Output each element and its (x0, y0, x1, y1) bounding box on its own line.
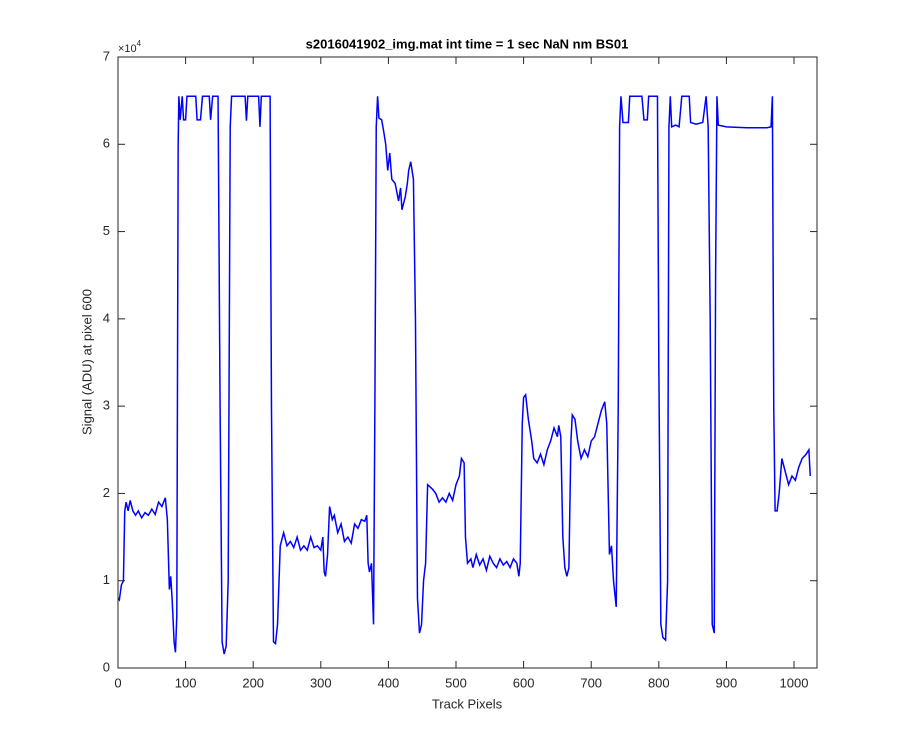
x-tick-label: 500 (445, 675, 467, 690)
x-tick-label: 0 (114, 675, 121, 690)
y-axis-label: Signal (ADU) at pixel 600 (79, 289, 94, 435)
y-tick-label: 1 (103, 572, 110, 587)
x-tick-label: 100 (175, 675, 197, 690)
x-tick-label: 300 (310, 675, 332, 690)
y-multiplier-exponent: 4 (137, 39, 142, 48)
x-tick-label: 700 (580, 675, 602, 690)
x-tick-label: 400 (378, 675, 400, 690)
y-tick-label: 0 (103, 659, 110, 674)
y-tick-label: 2 (103, 485, 110, 500)
x-tick-label: 1000 (780, 675, 809, 690)
y-tick-label: 3 (103, 398, 110, 413)
x-tick-label: 600 (513, 675, 535, 690)
x-axis-label: Track Pixels (432, 696, 503, 711)
chart-title: s2016041902_img.mat int time = 1 sec NaN… (306, 36, 629, 51)
y-tick-label: 7 (103, 48, 110, 63)
x-tick-label: 900 (716, 675, 738, 690)
x-tick-label: 200 (242, 675, 264, 690)
y-tick-label: 4 (103, 310, 110, 325)
data-line (117, 95, 811, 655)
y-tick-label: 6 (103, 136, 110, 151)
y-tick-label: 5 (103, 223, 110, 238)
y-multiplier-base: ×10 (118, 43, 137, 55)
axes-box (117, 56, 818, 669)
y-multiplier: ×104 (118, 39, 142, 55)
x-tick-label: 800 (648, 675, 670, 690)
